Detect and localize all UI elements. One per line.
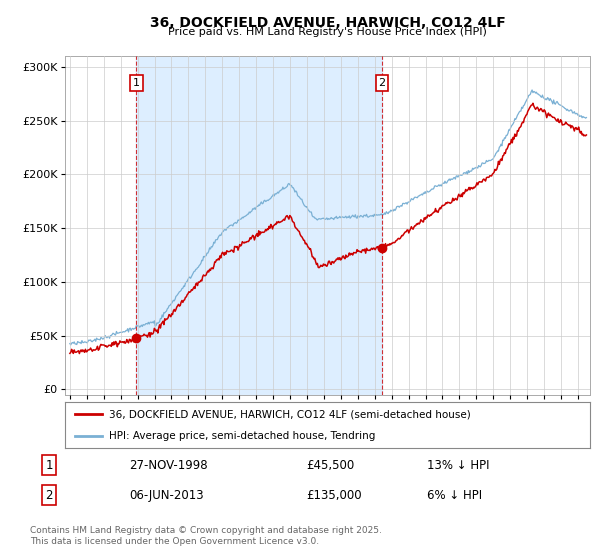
Text: 1: 1 [133, 78, 140, 88]
Text: 6% ↓ HPI: 6% ↓ HPI [427, 488, 482, 502]
Text: HPI: Average price, semi-detached house, Tendring: HPI: Average price, semi-detached house,… [109, 431, 376, 441]
Text: 1: 1 [46, 459, 53, 472]
Text: 13% ↓ HPI: 13% ↓ HPI [427, 459, 490, 472]
Text: 36, DOCKFIELD AVENUE, HARWICH, CO12 4LF (semi-detached house): 36, DOCKFIELD AVENUE, HARWICH, CO12 4LF … [109, 409, 471, 419]
Text: 06-JUN-2013: 06-JUN-2013 [130, 488, 204, 502]
Text: 2: 2 [46, 488, 53, 502]
Text: Contains HM Land Registry data © Crown copyright and database right 2025.
This d: Contains HM Land Registry data © Crown c… [30, 526, 382, 546]
Text: 2: 2 [379, 78, 386, 88]
Text: 27-NOV-1998: 27-NOV-1998 [130, 459, 208, 472]
Bar [136, 56, 382, 395]
Text: £135,000: £135,000 [306, 488, 362, 502]
Text: 36, DOCKFIELD AVENUE, HARWICH, CO12 4LF: 36, DOCKFIELD AVENUE, HARWICH, CO12 4LF [150, 16, 505, 30]
Text: £45,500: £45,500 [306, 459, 354, 472]
Text: Price paid vs. HM Land Registry's House Price Index (HPI): Price paid vs. HM Land Registry's House … [168, 27, 487, 37]
